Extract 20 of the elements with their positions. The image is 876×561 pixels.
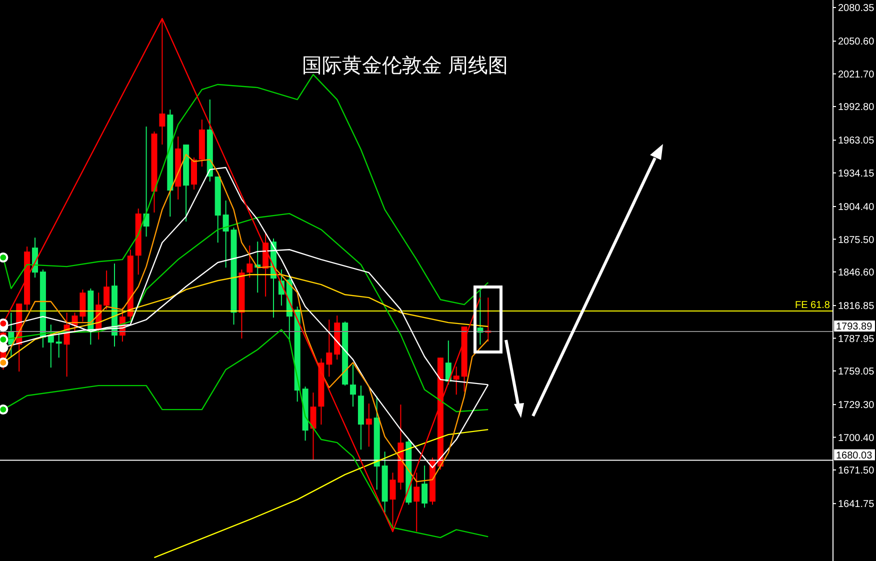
- ref-line-label: 1793.89: [836, 322, 873, 333]
- y-tick-label: 1641.75: [838, 499, 875, 510]
- y-tick-label: 1992.80: [838, 102, 875, 114]
- y-tick-label: 1700.40: [838, 432, 875, 444]
- text: 国际黄金伦敦金 周线图: [301, 54, 509, 79]
- y-tick-label: 1759.05: [838, 366, 875, 378]
- y-tick-label: 1934.15: [838, 168, 875, 180]
- y-tick-label: 2021.70: [838, 69, 875, 80]
- ref-line-label: 1680.03: [836, 450, 873, 462]
- y-tick-label: 1963.05: [838, 136, 875, 147]
- y-tick-label: 1875.50: [838, 234, 875, 246]
- y-tick-label: 1846.60: [838, 267, 875, 278]
- y-tick-label: 1904.40: [838, 202, 875, 214]
- y-tick-label: 2080.35: [838, 3, 875, 14]
- y-tick-label: 1787.95: [838, 334, 875, 345]
- y-tick-label: 1671.50: [838, 466, 875, 476]
- y-tick-label: 1729.30: [838, 400, 875, 412]
- y-tick-label: 2050.60: [838, 36, 875, 48]
- y-tick-label: 1816.85: [838, 301, 875, 312]
- ref-line-label: FE 61.8: [794, 300, 830, 312]
